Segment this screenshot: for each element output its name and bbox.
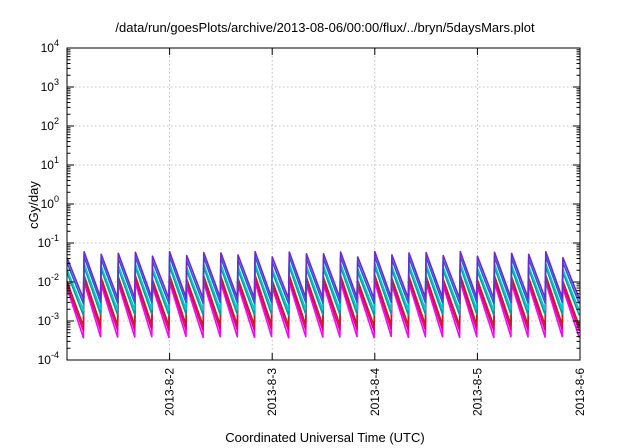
y-tick-label: 103 — [41, 77, 59, 94]
series-layer — [66, 250, 581, 339]
x-tick-label: 2013-8-3 — [265, 368, 279, 416]
y-axis-label: cGy/day — [26, 181, 41, 229]
x-tick-label: 2013-8-4 — [368, 368, 382, 416]
y-tick-label: 10-1 — [38, 233, 59, 250]
y-tick-label: 10-2 — [38, 272, 59, 289]
y-tick-label: 100 — [41, 194, 59, 211]
chart-title: /data/run/goesPlots/archive/2013-08-06/0… — [115, 20, 535, 35]
y-tick-label: 101 — [41, 155, 59, 172]
y-tick-label: 104 — [41, 38, 59, 55]
y-tick-label: 10-4 — [38, 350, 59, 367]
x-axis: 2013-8-2 2013-8-3 2013-8-4 2013-8-5 2013-8-6 — [163, 48, 587, 416]
x-tick-label: 2013-8-5 — [470, 368, 484, 416]
y-tick-label: 102 — [41, 116, 59, 133]
x-tick-label: 2013-8-2 — [163, 368, 177, 416]
y-tick-label: 10-3 — [38, 311, 59, 328]
y-axis: 10-4 10-3 10-2 10-1 100 101 102 103 104 — [38, 38, 580, 367]
x-tick-label: 2013-8-6 — [573, 368, 587, 416]
series-line — [66, 250, 581, 300]
x-axis-label: Coordinated Universal Time (UTC) — [225, 430, 424, 445]
